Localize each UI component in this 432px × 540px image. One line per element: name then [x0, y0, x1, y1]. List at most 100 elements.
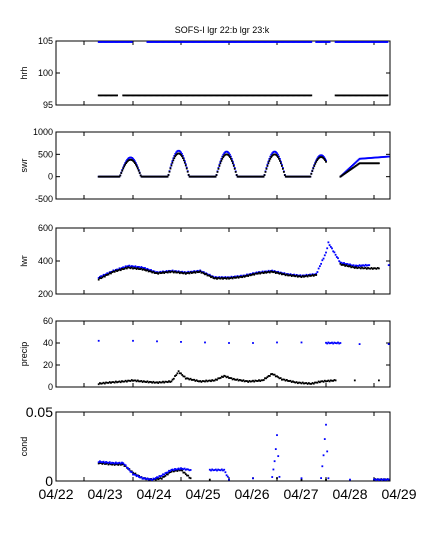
point — [255, 94, 258, 97]
point — [157, 476, 160, 479]
point — [196, 175, 199, 178]
point — [321, 465, 324, 468]
point — [201, 175, 204, 178]
point — [173, 155, 176, 157]
point — [259, 272, 262, 275]
point — [279, 272, 282, 275]
point — [110, 271, 112, 273]
point — [378, 156, 381, 159]
point — [153, 272, 156, 274]
point — [310, 382, 313, 385]
point — [365, 162, 368, 165]
point — [138, 172, 141, 174]
point — [363, 157, 366, 160]
point — [204, 175, 206, 178]
point — [334, 94, 337, 97]
point — [123, 463, 126, 466]
point — [182, 94, 185, 97]
point — [187, 377, 190, 380]
point — [260, 175, 263, 178]
point — [276, 154, 278, 157]
point — [128, 94, 131, 97]
point — [294, 41, 297, 43]
point — [237, 275, 240, 278]
point — [254, 175, 257, 178]
point — [106, 94, 109, 97]
point — [306, 383, 309, 385]
point — [107, 463, 110, 466]
point — [284, 379, 287, 382]
point — [316, 381, 319, 384]
point — [192, 271, 194, 274]
point — [157, 271, 160, 274]
point — [217, 277, 220, 279]
point — [134, 472, 137, 475]
point — [220, 468, 223, 471]
point — [164, 41, 167, 43]
point — [329, 379, 332, 382]
point — [343, 263, 345, 266]
point — [378, 267, 380, 270]
point — [178, 41, 181, 43]
point — [158, 175, 160, 178]
point — [272, 94, 275, 97]
point — [249, 175, 252, 178]
point — [112, 175, 115, 178]
point — [274, 271, 277, 273]
point — [282, 94, 285, 97]
point — [121, 461, 123, 464]
point — [321, 380, 324, 383]
point — [229, 94, 232, 97]
point — [158, 41, 161, 43]
point — [119, 41, 122, 43]
point — [277, 272, 280, 274]
point — [273, 41, 276, 43]
point — [189, 41, 192, 43]
point — [318, 156, 321, 159]
point — [306, 175, 309, 178]
point — [159, 175, 162, 178]
point — [371, 156, 373, 159]
point — [309, 41, 311, 43]
point — [294, 381, 297, 384]
point — [196, 380, 199, 383]
point — [150, 269, 152, 271]
point — [325, 478, 327, 481]
point — [370, 162, 373, 165]
point — [247, 275, 250, 277]
point — [287, 274, 289, 277]
point — [103, 41, 106, 43]
point — [111, 94, 114, 97]
point — [325, 41, 327, 43]
point — [124, 94, 127, 97]
point — [214, 94, 217, 97]
point — [176, 468, 179, 471]
point — [183, 160, 186, 163]
point — [278, 475, 281, 478]
point — [319, 156, 322, 159]
point — [229, 377, 232, 379]
point — [284, 175, 287, 178]
point — [357, 94, 360, 97]
point — [216, 41, 218, 43]
point — [176, 150, 179, 153]
point — [248, 273, 251, 276]
point — [361, 264, 363, 267]
point — [206, 175, 208, 178]
point — [311, 274, 314, 276]
point — [252, 342, 254, 344]
point — [372, 156, 374, 159]
point — [260, 379, 263, 382]
point — [310, 94, 313, 97]
point — [276, 341, 278, 344]
point — [125, 466, 128, 469]
point — [375, 156, 377, 159]
axes-frame-precip — [55, 320, 391, 388]
point — [375, 479, 378, 481]
point — [351, 265, 354, 268]
point — [352, 266, 355, 269]
point — [376, 156, 378, 159]
point — [300, 477, 303, 480]
point — [162, 94, 164, 97]
